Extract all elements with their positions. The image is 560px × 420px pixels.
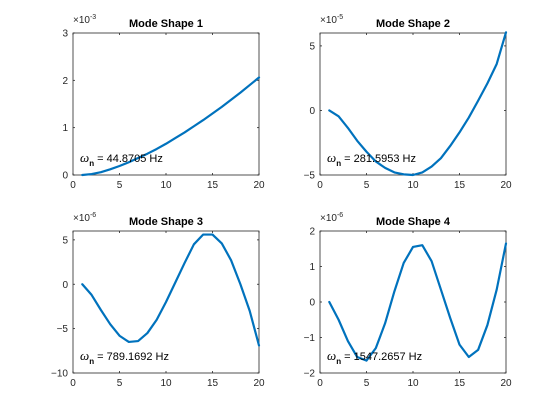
y-exponent-label: ×10-6 [73, 212, 96, 224]
y-tick-label: 0 [62, 280, 68, 291]
mode-shape-panel-3: 0 5 10 15 20 −10 −5 0 5 ×10-6 Mode Shape 3 ωn = 789… [51, 212, 265, 389]
y-tick-label: 0 [309, 298, 315, 309]
x-tick-label: 15 [454, 180, 466, 191]
x-tick-label: 10 [160, 378, 172, 389]
mode-shape-panel-4: 0 5 10 15 20 −2 −1 0 1 2 ×10-6 Mode Shape 4 ωn = 154… [304, 212, 512, 389]
y-tick-label: 0 [309, 106, 315, 117]
x-tick-label: 15 [454, 378, 466, 389]
x-tick-label: 15 [207, 180, 219, 191]
panel-title: Mode Shape 4 [376, 216, 451, 228]
mode-shape-curve [81, 76, 261, 177]
y-tick-label: −2 [304, 369, 316, 380]
x-tick-label: 0 [317, 180, 323, 191]
mode-shape-panel-1: 0 5 10 15 20 0 1 2 3 ×10-3 Mode Shape 1 ωn = 44.870… [62, 14, 265, 191]
y-tick-label: 0 [62, 171, 68, 182]
y-tick-label: 5 [62, 235, 68, 246]
mode-shape-curve [81, 233, 261, 347]
y-tick-label: 2 [62, 76, 68, 87]
mode-shape-curve [328, 242, 508, 362]
x-tick-label: 5 [117, 378, 123, 389]
natural-frequency-label: ωn = 44.8705 Hz [80, 150, 163, 168]
y-exponent-label: ×10-5 [320, 14, 343, 26]
y-tick-label: 2 [309, 227, 315, 238]
y-tick-label: −5 [304, 171, 316, 182]
x-tick-label: 10 [160, 180, 172, 191]
mode-shape-curve [328, 31, 508, 177]
y-tick-label: 3 [62, 29, 68, 40]
y-tick-label: −5 [57, 324, 69, 335]
natural-frequency-label: ωn = 1547.2657 Hz [327, 348, 422, 366]
x-tick-label: 0 [317, 378, 323, 389]
y-tick-label: 1 [309, 262, 315, 273]
y-tick-label: −10 [51, 369, 68, 380]
x-tick-label: 0 [70, 378, 76, 389]
x-tick-label: 0 [70, 180, 76, 191]
natural-frequency-label: ωn = 281.5953 Hz [327, 150, 416, 168]
y-tick-label: 1 [62, 123, 68, 134]
x-tick-label: 20 [500, 180, 512, 191]
x-tick-label: 10 [407, 378, 419, 389]
x-tick-label: 20 [253, 378, 265, 389]
x-tick-label: 15 [207, 378, 219, 389]
x-tick-label: 20 [500, 378, 512, 389]
y-exponent-label: ×10-3 [73, 14, 96, 26]
y-tick-label: 5 [309, 41, 315, 52]
x-tick-label: 20 [253, 180, 265, 191]
x-tick-label: 5 [364, 378, 370, 389]
panel-title: Mode Shape 3 [129, 216, 203, 228]
natural-frequency-label: ωn = 789.1692 Hz [80, 348, 169, 366]
y-tick-label: −1 [304, 333, 316, 344]
x-tick-label: 5 [364, 180, 370, 191]
panel-title: Mode Shape 2 [376, 18, 450, 30]
x-tick-label: 10 [407, 180, 419, 191]
y-exponent-label: ×10-6 [320, 212, 343, 224]
panel-title: Mode Shape 1 [129, 18, 203, 30]
x-tick-label: 5 [117, 180, 123, 191]
